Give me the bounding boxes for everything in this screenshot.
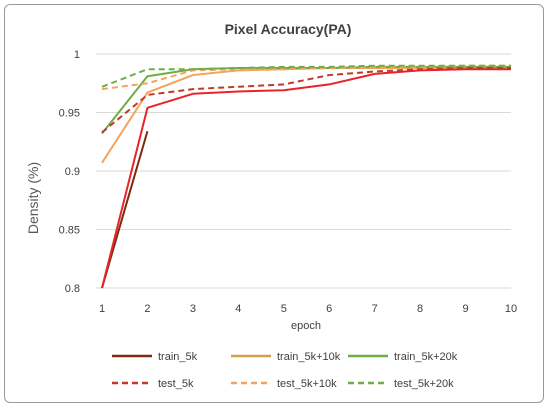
legend-label: train_5k+20k — [394, 351, 458, 363]
y-tick-label: 0.8 — [65, 283, 80, 295]
grid-lines — [96, 53, 511, 289]
x-tick-label: 5 — [281, 303, 287, 315]
x-tick-label: 9 — [462, 303, 468, 315]
legend-label: train_5k+10k — [277, 351, 341, 363]
x-tick-label: 4 — [235, 303, 241, 315]
x-tick-label: 6 — [326, 303, 332, 315]
x-tick-labels: 1 2 3 4 5 6 7 8 9 10 — [99, 303, 517, 315]
y-tick-label: 0.9 — [65, 166, 80, 178]
x-tick-label: 1 — [99, 303, 105, 315]
series-line — [101, 68, 511, 289]
x-tick-label: 2 — [144, 303, 150, 315]
legend-label: train_5k — [158, 351, 198, 363]
legend-label: test_5k+10k — [277, 378, 337, 390]
series-line — [101, 67, 511, 134]
legend-label: test_5k+20k — [394, 378, 454, 390]
legend-label: test_5k — [158, 378, 194, 390]
y-tick-labels: 0.8 0.85 0.9 0.95 1 — [59, 49, 80, 295]
x-tick-label: 7 — [372, 303, 378, 315]
x-tick-label: 10 — [505, 303, 517, 315]
chart-title: Pixel Accuracy(PA) — [225, 21, 352, 37]
y-tick-label: 0.95 — [59, 108, 80, 120]
series-line — [101, 64, 511, 88]
series-lines — [101, 64, 511, 289]
series-line — [101, 65, 511, 135]
y-tick-label: 0.85 — [59, 225, 80, 237]
y-axis-label: Density (%) — [25, 162, 41, 234]
legend: train_5k train_5k+10k train_5k+20k test_5k t… — [112, 351, 458, 390]
x-tick-label: 8 — [417, 303, 423, 315]
x-tick-label: 3 — [190, 303, 196, 315]
x-axis-label: epoch — [291, 320, 321, 332]
y-tick-label: 1 — [74, 49, 80, 61]
series-line — [101, 67, 511, 164]
